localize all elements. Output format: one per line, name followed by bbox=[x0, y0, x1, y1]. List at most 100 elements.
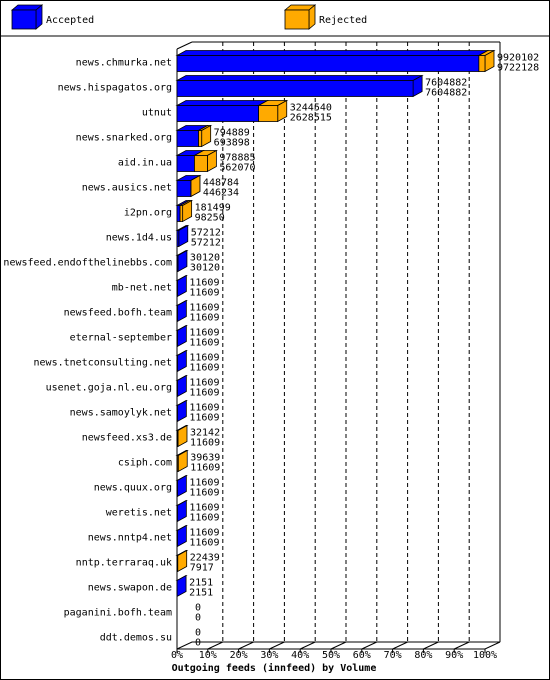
value-offered-4: 978885 bbox=[219, 153, 255, 164]
bar-rejected-15 bbox=[176, 430, 179, 447]
value-accepted-1: 7604882 bbox=[425, 88, 467, 99]
category-label-14: news.samoylyk.net bbox=[70, 408, 172, 419]
bar-accepted-10-side bbox=[176, 299, 187, 323]
bar-accepted-21-side bbox=[176, 574, 187, 598]
x-tick-label-7: 70% bbox=[384, 650, 402, 661]
value-accepted-10: 11609 bbox=[189, 313, 219, 324]
legend-label-1: Rejected bbox=[319, 15, 367, 26]
bar-rejected-3 bbox=[198, 130, 203, 147]
value-accepted-15: 11609 bbox=[190, 438, 220, 449]
category-label-8: newsfeed.endofthelinebbs.com bbox=[3, 258, 172, 269]
category-label-19: news.nntp4.net bbox=[88, 533, 172, 544]
bar-rejected-4 bbox=[194, 155, 208, 172]
value-offered-12: 11609 bbox=[189, 353, 219, 364]
category-label-6: i2pn.org bbox=[124, 208, 172, 219]
bar-accepted-17-side bbox=[176, 474, 187, 498]
value-offered-7: 57212 bbox=[191, 228, 221, 239]
bar-rejected-15-side bbox=[177, 424, 188, 448]
category-label-21: news.swapon.de bbox=[88, 583, 172, 594]
x-tick-label-10: 100% bbox=[473, 650, 497, 661]
value-accepted-8: 30120 bbox=[190, 263, 220, 274]
category-label-3: news.snarked.org bbox=[76, 133, 172, 144]
category-label-5: news.ausics.net bbox=[82, 183, 172, 194]
chart-title: Outgoing feeds (innfeed) by Volume bbox=[172, 662, 377, 674]
value-accepted-9: 11609 bbox=[189, 288, 219, 299]
value-accepted-13: 11609 bbox=[189, 388, 219, 399]
category-label-16: csiph.com bbox=[118, 458, 172, 469]
value-offered-1: 7604882 bbox=[425, 78, 467, 89]
bar-accepted-7 bbox=[176, 230, 180, 247]
category-label-7: news.1d4.us bbox=[106, 233, 172, 244]
bar-accepted-8-side bbox=[177, 249, 188, 273]
value-offered-20: 22439 bbox=[190, 553, 220, 564]
value-offered-22: 0 bbox=[195, 603, 201, 614]
value-offered-15: 32142 bbox=[190, 428, 220, 439]
value-offered-18: 11609 bbox=[189, 503, 219, 514]
value-accepted-11: 11609 bbox=[189, 338, 219, 349]
bar-accepted-9-side bbox=[176, 274, 187, 298]
x-tick-label-8: 80% bbox=[414, 650, 432, 661]
value-accepted-20: 7917 bbox=[190, 563, 214, 574]
value-accepted-2: 2628515 bbox=[290, 113, 332, 124]
value-offered-0: 9920102 bbox=[497, 53, 539, 64]
floor-grid-5 bbox=[330, 641, 347, 650]
value-offered-21: 2151 bbox=[189, 578, 213, 589]
bar-accepted-3 bbox=[176, 130, 199, 147]
floor-grid-7 bbox=[392, 641, 408, 650]
category-label-10: newsfeed.bofh.team bbox=[64, 308, 172, 319]
x-tick-label-9: 90% bbox=[445, 650, 463, 661]
x-tick-label-1: 10% bbox=[199, 650, 217, 661]
value-offered-13: 11609 bbox=[189, 378, 219, 389]
value-accepted-5: 446234 bbox=[203, 188, 239, 199]
value-offered-16: 39639 bbox=[190, 453, 220, 464]
bar-accepted-18-side bbox=[176, 499, 187, 523]
floor-grid-1 bbox=[207, 641, 224, 650]
value-accepted-17: 11609 bbox=[189, 488, 219, 499]
category-label-1: news.hispagatos.org bbox=[58, 83, 172, 94]
floor-grid-4 bbox=[299, 641, 316, 650]
category-label-23: ddt.demos.su bbox=[100, 633, 172, 644]
category-label-15: newsfeed.xs3.de bbox=[82, 433, 172, 444]
value-accepted-4: 562070 bbox=[219, 163, 255, 174]
category-label-12: news.tnetconsulting.net bbox=[34, 358, 172, 369]
value-offered-5: 448784 bbox=[203, 178, 239, 189]
value-offered-19: 11609 bbox=[189, 528, 219, 539]
bar-accepted-0-top bbox=[175, 50, 490, 56]
legend-swatch-0 bbox=[11, 9, 37, 30]
value-offered-17: 11609 bbox=[189, 478, 219, 489]
category-label-0: news.chmurka.net bbox=[76, 58, 172, 69]
bar-accepted-12-side bbox=[176, 349, 187, 373]
x-tick-label-5: 50% bbox=[322, 650, 340, 661]
floor-grid-6 bbox=[361, 641, 378, 650]
floor-grid-3 bbox=[269, 641, 285, 650]
legend-label-0: Accepted bbox=[46, 15, 94, 26]
legend-swatch-1 bbox=[284, 9, 310, 30]
value-offered-9: 11609 bbox=[189, 278, 219, 289]
category-label-17: news.quux.org bbox=[94, 483, 172, 494]
category-label-22: paganini.bofh.team bbox=[64, 608, 172, 619]
bar-accepted-19-side bbox=[176, 524, 187, 548]
bar-accepted-0 bbox=[176, 55, 480, 72]
value-accepted-6: 98250 bbox=[195, 213, 225, 224]
bar-rejected-6 bbox=[179, 205, 184, 222]
value-accepted-21: 2151 bbox=[189, 588, 213, 599]
value-accepted-22: 0 bbox=[195, 613, 201, 624]
bar-rejected-2 bbox=[258, 105, 279, 122]
bar-accepted-8 bbox=[176, 255, 179, 272]
x-tick-label-0: 0% bbox=[171, 650, 183, 661]
x-tick-label-4: 40% bbox=[291, 650, 309, 661]
value-accepted-16: 11609 bbox=[190, 463, 220, 474]
bar-accepted-1-top bbox=[175, 75, 424, 81]
value-offered-6: 181499 bbox=[195, 203, 231, 214]
top-depth-edge bbox=[176, 41, 193, 50]
value-offered-14: 11609 bbox=[189, 403, 219, 414]
bar-accepted-2 bbox=[176, 105, 260, 122]
value-accepted-14: 11609 bbox=[189, 413, 219, 424]
category-label-11: eternal-september bbox=[70, 333, 172, 344]
bar-accepted-4 bbox=[176, 155, 195, 172]
bar-accepted-6 bbox=[176, 205, 181, 222]
value-accepted-7: 57212 bbox=[191, 238, 221, 249]
category-label-18: weretis.net bbox=[106, 508, 172, 519]
value-offered-10: 11609 bbox=[189, 303, 219, 314]
